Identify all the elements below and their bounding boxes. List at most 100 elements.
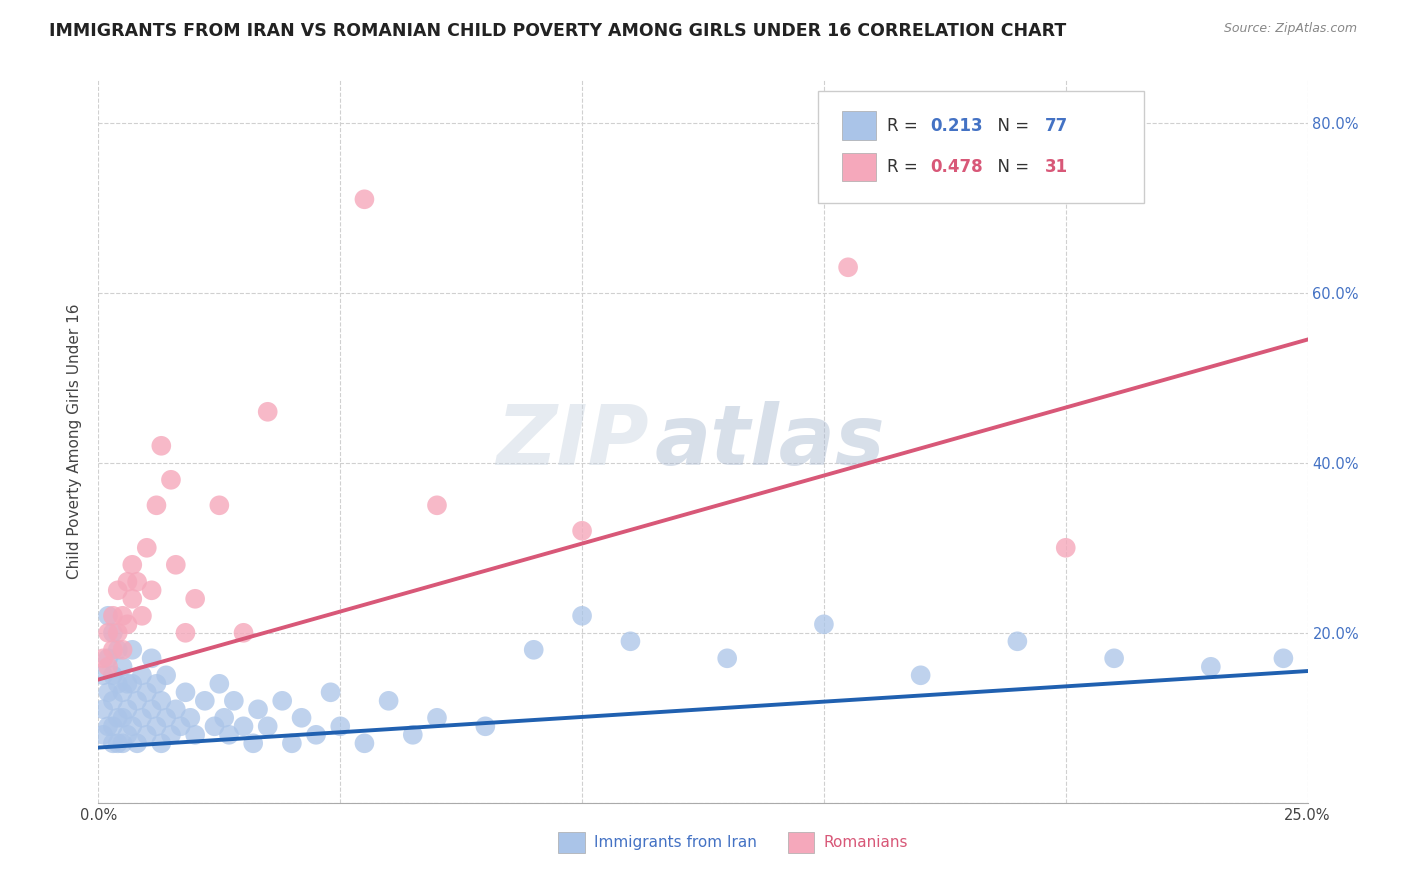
Point [107,677,129,691]
Point [117,702,139,716]
Point [232,719,254,733]
Point [131,608,153,623]
Point [91,728,114,742]
Point [117,677,139,691]
FancyBboxPatch shape [818,91,1144,203]
Text: N =: N = [987,117,1035,135]
Point [97,608,120,623]
Point [571,524,593,538]
Point [111,642,134,657]
Point [160,473,183,487]
Point [716,651,738,665]
Point [1102,651,1125,665]
Point [107,736,129,750]
Point [165,558,187,572]
Point [121,591,143,606]
Point [111,685,134,699]
Point [91,668,114,682]
Point [256,719,278,733]
Point [141,651,163,665]
Text: IMMIGRANTS FROM IRAN VS ROMANIAN CHILD POVERTY AMONG GIRLS UNDER 16 CORRELATION : IMMIGRANTS FROM IRAN VS ROMANIAN CHILD P… [49,22,1067,40]
Point [194,694,217,708]
Point [101,625,124,640]
Point [1054,541,1077,555]
Point [208,677,231,691]
Y-axis label: Child Poverty Among Girls Under 16: Child Poverty Among Girls Under 16 [67,304,83,579]
Point [150,736,173,750]
Point [127,694,149,708]
Point [101,719,124,733]
Point [232,625,254,640]
Point [910,668,932,682]
Point [813,617,835,632]
Point [426,711,449,725]
Point [179,711,201,725]
Point [160,728,183,742]
Point [184,591,207,606]
Point [91,651,114,665]
Text: N =: N = [987,158,1035,176]
Point [208,498,231,512]
Point [290,711,312,725]
Point [101,694,124,708]
Point [218,728,240,742]
Point [135,728,157,742]
Text: Source: ZipAtlas.com: Source: ZipAtlas.com [1223,22,1357,36]
Point [1007,634,1029,648]
Point [242,736,264,750]
Point [402,728,425,742]
Point [619,634,641,648]
Point [145,719,167,733]
Point [204,719,226,733]
Point [97,660,120,674]
Point [127,736,149,750]
Point [131,668,153,682]
Point [271,694,294,708]
Point [523,642,546,657]
Point [222,694,245,708]
Text: Immigrants from Iran: Immigrants from Iran [595,835,756,850]
Point [837,260,859,275]
Point [101,608,124,623]
Point [256,405,278,419]
Point [247,702,270,716]
Point [212,711,235,725]
Text: 0.478: 0.478 [931,158,983,176]
Point [97,685,120,699]
Point [319,685,342,699]
Point [121,677,143,691]
FancyBboxPatch shape [842,153,876,181]
Point [101,736,124,750]
Point [111,660,134,674]
Point [135,541,157,555]
Point [145,677,167,691]
Point [184,728,207,742]
Point [145,498,167,512]
Point [329,719,352,733]
Point [377,694,399,708]
Point [111,608,134,623]
Text: R =: R = [887,158,922,176]
Text: Romanians: Romanians [824,835,908,850]
Point [101,642,124,657]
Point [107,711,129,725]
Point [150,439,173,453]
Point [107,625,129,640]
Point [111,711,134,725]
Point [97,625,120,640]
Text: atlas: atlas [655,401,886,482]
Point [121,642,143,657]
Point [141,702,163,716]
Point [121,719,143,733]
Point [111,736,134,750]
Point [135,685,157,699]
Point [121,558,143,572]
Point [150,694,173,708]
Point [353,736,375,750]
Point [107,642,129,657]
Text: 31: 31 [1045,158,1069,176]
Point [174,625,197,640]
Point [353,192,375,206]
Text: ZIP: ZIP [496,401,648,482]
Point [281,736,304,750]
